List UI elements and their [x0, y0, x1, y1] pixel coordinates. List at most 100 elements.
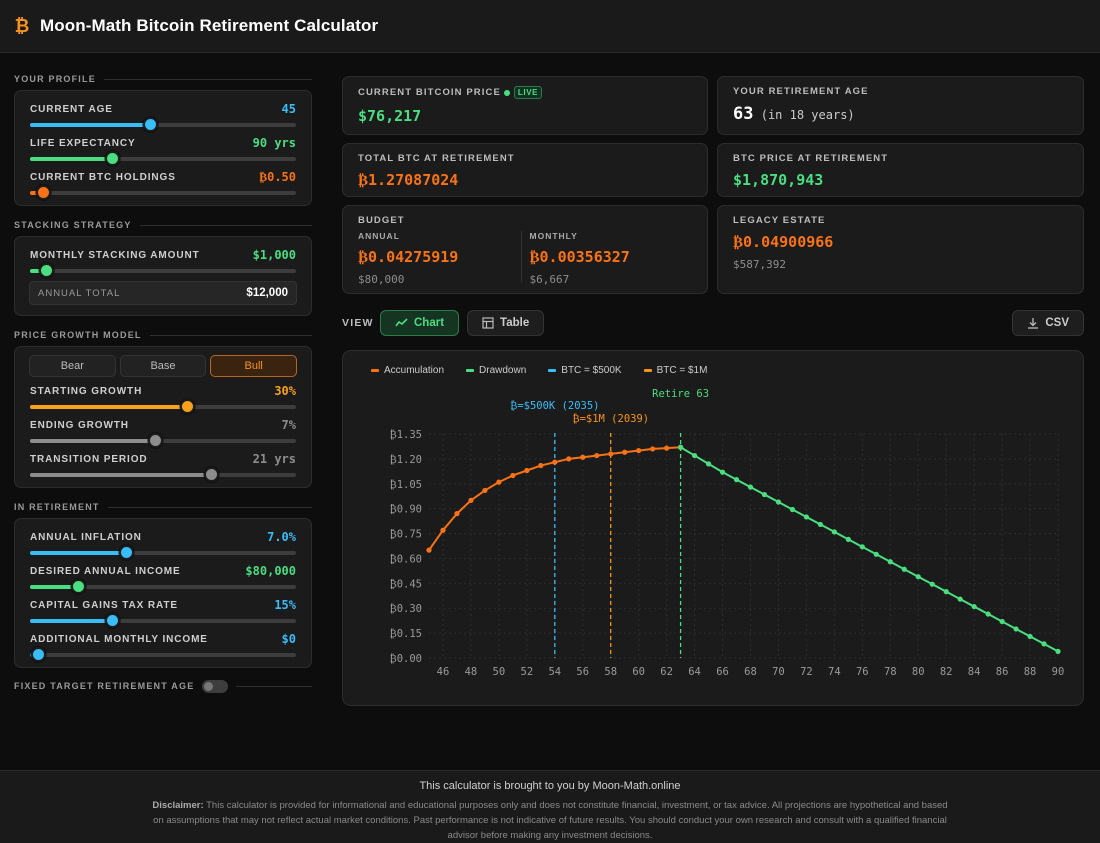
data-point: [789, 506, 796, 513]
x-tick-label: 54: [548, 666, 561, 678]
legacy-btc-value: ₿0.04900966: [733, 233, 834, 251]
retirement-age-value: 63: [733, 104, 754, 124]
x-tick-label: 72: [800, 666, 813, 678]
table-icon: [482, 316, 494, 329]
budget-annual-usd: $80,000: [358, 273, 405, 286]
data-point: [929, 581, 935, 587]
data-point: [1055, 648, 1061, 654]
model-bull-button[interactable]: Bull: [210, 355, 298, 377]
btc-holdings-value: ₿0.50: [259, 170, 296, 184]
x-tick-label: 68: [744, 666, 757, 678]
data-point: [859, 544, 865, 550]
data-point: [538, 462, 544, 469]
legend-accumulation[interactable]: Accumulation: [371, 365, 444, 376]
section-label-growth: Price Growth Model: [14, 324, 312, 346]
data-point: [594, 452, 600, 459]
data-point: [552, 459, 558, 465]
inflation-slider[interactable]: Annual Inflation 7.0%: [29, 525, 297, 560]
fixed-target-toggle[interactable]: [202, 679, 229, 693]
section-label-profile: Your Profile: [14, 68, 312, 90]
data-point: [817, 521, 823, 528]
ending-growth-value: 7%: [281, 418, 296, 432]
data-point: [608, 451, 614, 457]
life-expectancy-value: 90 yrs: [252, 136, 296, 150]
annual-total-box: Annual Total $12,000: [29, 281, 297, 305]
slider-thumb[interactable]: [36, 185, 52, 200]
live-dot-icon: [503, 89, 510, 96]
chart-view-button[interactable]: Chart: [380, 309, 460, 336]
additional-income-slider[interactable]: Additional Monthly Income $0: [29, 627, 297, 662]
data-point: [426, 547, 432, 553]
y-tick-label: ₿0.90: [389, 504, 422, 516]
tax-rate-value: 15%: [274, 598, 296, 612]
legend-btc-500k[interactable]: BTC = $500K: [548, 365, 622, 376]
annual-income-slider[interactable]: Desired Annual Income $80,000: [29, 559, 297, 594]
life-expectancy-slider[interactable]: Life Expectancy 90 yrs: [29, 131, 297, 166]
data-point: [496, 479, 502, 485]
x-tick-label: 76: [856, 666, 869, 678]
y-tick-label: ₿1.20: [389, 454, 422, 466]
slider-thumb[interactable]: [148, 433, 164, 448]
app-title: Moon-Math Bitcoin Retirement Calculator: [40, 16, 379, 35]
y-tick-label: ₿0.60: [389, 553, 422, 565]
x-tick-label: 58: [604, 666, 617, 678]
legend-drawdown[interactable]: Drawdown: [466, 365, 526, 376]
btc-holdings-slider[interactable]: Current BTC Holdings ₿0.50: [29, 165, 297, 200]
data-point: [845, 536, 851, 542]
data-point: [873, 551, 879, 557]
data-point: [705, 461, 712, 467]
monthly-stacking-slider[interactable]: Monthly Stacking Amount $1,000: [29, 243, 297, 278]
data-point: [957, 596, 963, 602]
marker-label: ₿=$1M (2039): [572, 413, 649, 425]
data-point: [468, 497, 474, 503]
model-base-button[interactable]: Base: [119, 355, 207, 377]
ending-growth-slider[interactable]: Ending Growth 7%: [29, 413, 297, 448]
tax-rate-slider[interactable]: Capital Gains Tax Rate 15%: [29, 593, 297, 628]
x-tick-label: 62: [660, 666, 673, 678]
table-view-button[interactable]: Table: [467, 309, 545, 336]
x-tick-label: 66: [716, 666, 729, 678]
slider-thumb[interactable]: [118, 545, 134, 560]
marker-label: Retire 63: [652, 388, 709, 400]
footer-credit: This calculator is brought to you by Moo…: [419, 780, 681, 792]
slider-thumb[interactable]: [30, 647, 46, 662]
data-point: [510, 472, 516, 479]
model-bear-button[interactable]: Bear: [29, 355, 116, 377]
current-age-slider[interactable]: Current Age 45: [29, 97, 297, 132]
x-tick-label: 50: [493, 666, 506, 678]
x-tick-label: 46: [437, 666, 450, 678]
slider-thumb[interactable]: [38, 263, 54, 278]
data-point: [971, 603, 977, 610]
growth-panel: Bear Base Bull Starting Growth 30% Endin…: [14, 346, 312, 488]
data-point: [636, 447, 642, 454]
settings-sidebar: Your Profile Current Age 45 Life Expecta…: [14, 68, 312, 696]
data-point: [943, 589, 949, 595]
btc-projection-chart[interactable]: ₿0.00 ₿0.15 ₿0.30 ₿0.45 ₿0.60 ₿0.75 ₿0.90 ₿1.05…: [343, 351, 1085, 707]
data-point: [678, 444, 684, 450]
slider-thumb[interactable]: [105, 613, 121, 628]
annual-income-value: $80,000: [245, 564, 296, 578]
legacy-estate-card: Legacy Estate ₿0.04900966 $587,392: [717, 205, 1084, 294]
data-point: [580, 454, 586, 460]
slider-thumb[interactable]: [142, 117, 158, 132]
slider-thumb[interactable]: [179, 399, 195, 414]
total-btc-value: ₿1.27087024: [358, 171, 459, 189]
section-label-stacking: Stacking Strategy: [14, 214, 312, 236]
btc-price-value: $76,217: [358, 107, 422, 125]
slider-thumb[interactable]: [203, 467, 219, 482]
x-tick-label: 90: [1052, 666, 1065, 678]
y-tick-label: ₿0.00: [389, 653, 422, 665]
x-tick-label: 86: [996, 666, 1009, 678]
slider-thumb[interactable]: [105, 151, 121, 166]
data-point: [803, 514, 809, 520]
starting-growth-slider[interactable]: Starting Growth 30%: [29, 379, 297, 414]
slider-thumb[interactable]: [70, 579, 86, 594]
legend-btc-1m[interactable]: BTC = $1M: [643, 365, 707, 376]
transition-period-slider[interactable]: Transition Period 21 yrs: [29, 447, 297, 482]
x-tick-label: 82: [940, 666, 953, 678]
csv-export-button[interactable]: CSV: [1012, 309, 1084, 336]
x-tick-label: 78: [884, 666, 897, 678]
data-point: [440, 527, 446, 533]
series-line: [680, 446, 1059, 653]
data-point: [901, 566, 907, 572]
